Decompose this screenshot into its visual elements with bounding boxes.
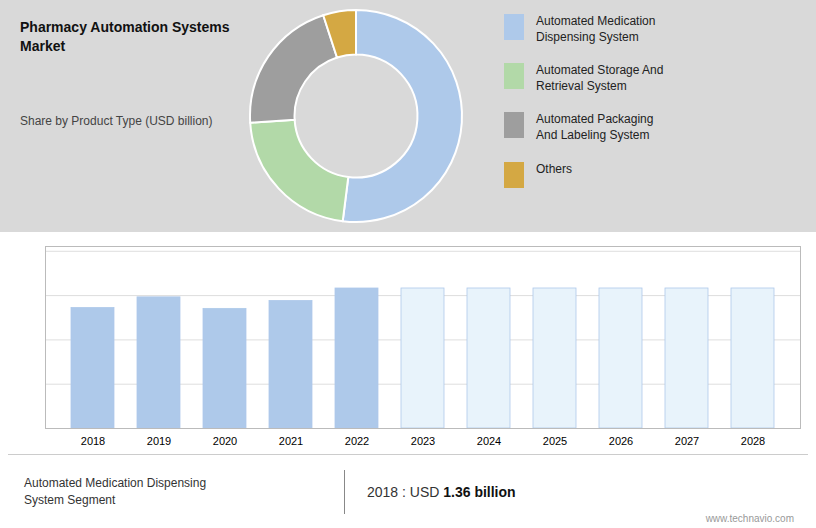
svg-text:2023: 2023 [411, 435, 435, 447]
svg-text:2018: 2018 [81, 435, 105, 447]
svg-text:2022: 2022 [345, 435, 369, 447]
svg-text:2019: 2019 [147, 435, 171, 447]
svg-text:2025: 2025 [543, 435, 567, 447]
html-text:Automated Storage And Retrieva: Automated Storage And Retrieval System [536, 63, 664, 93]
svg-text:2028: 2028 [741, 435, 765, 447]
svg-text:2020: 2020 [213, 435, 237, 447]
svg-text:2024: 2024 [477, 435, 501, 447]
html-text:Share by Product Type (USD bil: Share by Product Type (USD billion) [20, 113, 213, 128]
html-text:Automated Packaging And Labeli: Automated Packaging And Labeling System [536, 112, 654, 142]
svg-text:2026: 2026 [609, 435, 633, 447]
svg-text:2021: 2021 [279, 435, 303, 447]
html-text:Others: Others [536, 161, 572, 176]
html-text:www.technavio.com: www.technavio.com [705, 513, 794, 524]
html-text:Pharmacy Automation Systems Ma: Pharmacy Automation Systems Market [20, 19, 230, 54]
html-text:2018 : USD 1.36 billion: 2018 : USD 1.36 billion [367, 483, 516, 500]
svg-text:2027: 2027 [675, 435, 699, 447]
html-text:Automated Medication Dispensin: Automated Medication Dispensing System [536, 14, 656, 44]
html-text:Automated Medication Dispensin: Automated Medication Dispensing System S… [24, 475, 207, 507]
